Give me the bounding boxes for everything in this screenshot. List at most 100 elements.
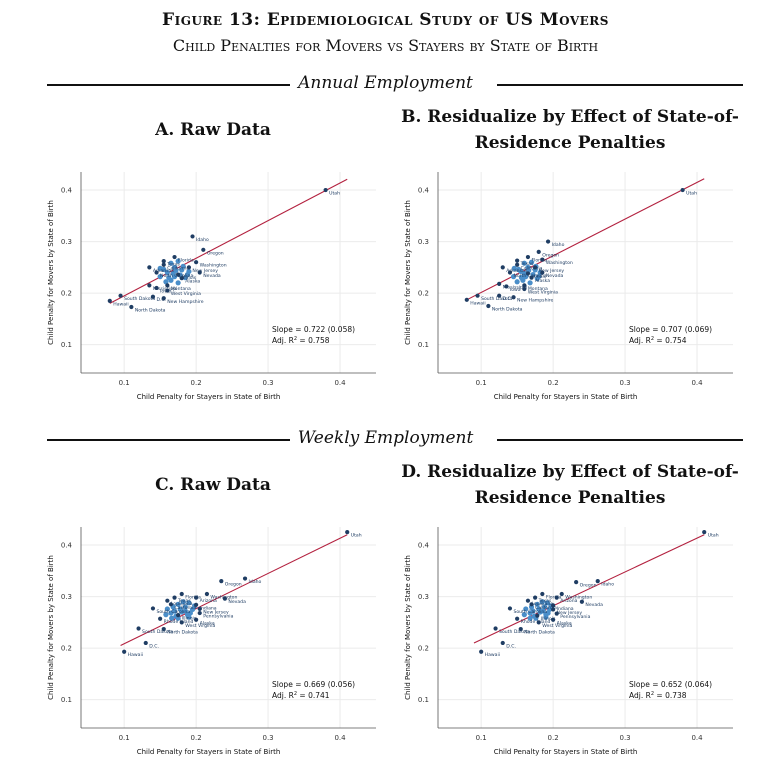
data-point bbox=[157, 265, 163, 271]
point-label: Texas bbox=[520, 261, 534, 267]
data-point-labeled bbox=[172, 595, 177, 600]
data-point bbox=[527, 615, 533, 621]
point-label: California bbox=[174, 605, 196, 611]
point-label: North Dakota bbox=[524, 630, 555, 636]
data-point-labeled bbox=[323, 187, 328, 193]
data-point-labeled bbox=[533, 265, 538, 270]
y-tick-label: 0.3 bbox=[61, 238, 72, 246]
data-point-labeled bbox=[161, 626, 166, 632]
point-label: Rhode Island bbox=[164, 619, 194, 625]
point-label: Oregon bbox=[225, 582, 242, 588]
data-point bbox=[164, 606, 170, 612]
data-point-labeled bbox=[554, 611, 559, 616]
section-rule-right bbox=[497, 84, 743, 86]
data-point-labeled bbox=[536, 249, 541, 254]
point-label: Arizona bbox=[200, 598, 217, 604]
data-point-labeled bbox=[147, 283, 152, 288]
point-label: Rhode Island bbox=[521, 619, 551, 625]
data-point bbox=[175, 280, 181, 286]
point-label: Idaho bbox=[601, 582, 614, 588]
point-label: Nevada bbox=[203, 273, 221, 279]
point-label: D.C. bbox=[156, 297, 166, 303]
point-label: New Hampshire bbox=[167, 299, 204, 305]
data-point bbox=[534, 601, 540, 607]
point-label: Hawaii bbox=[470, 300, 485, 306]
data-point-labeled bbox=[595, 579, 600, 584]
data-point bbox=[521, 260, 527, 266]
r2-annotation: Adj. R2 = 0.758 bbox=[272, 336, 330, 345]
data-point-labeled bbox=[194, 260, 199, 265]
x-axis-label: Child Penalty for Stayers in State of Bi… bbox=[137, 393, 281, 401]
data-point-labeled bbox=[176, 613, 181, 618]
data-point bbox=[175, 258, 181, 264]
data-point-labeled bbox=[479, 649, 484, 654]
data-point-labeled bbox=[242, 576, 248, 581]
section-rule-left bbox=[47, 439, 290, 441]
point-label: Texas bbox=[177, 598, 191, 604]
data-point-labeled bbox=[504, 284, 509, 289]
data-point-labeled bbox=[518, 626, 523, 632]
data-point-labeled bbox=[535, 613, 540, 618]
data-point-labeled bbox=[118, 293, 123, 298]
data-point-labeled bbox=[172, 254, 177, 260]
data-point-labeled bbox=[507, 270, 513, 275]
data-point-labeled bbox=[147, 265, 152, 270]
point-label: West Virginia bbox=[185, 623, 215, 629]
point-label: Hawaii bbox=[128, 652, 143, 658]
point-label: West Virginia bbox=[542, 623, 572, 629]
data-point bbox=[157, 274, 163, 280]
point-label: Illinois bbox=[541, 616, 556, 622]
data-point bbox=[534, 276, 540, 282]
point-label: Illinois bbox=[531, 274, 546, 280]
point-label: New Jersey bbox=[192, 268, 218, 274]
data-point-labeled bbox=[129, 304, 134, 310]
data-point bbox=[186, 600, 192, 606]
data-point-labeled bbox=[507, 606, 513, 611]
data-point bbox=[543, 614, 549, 620]
data-point-labeled bbox=[515, 616, 520, 621]
data-point bbox=[514, 279, 520, 285]
panel-c-title: C. Raw Data bbox=[155, 475, 271, 495]
slope-annotation: Slope = 0.722 (0.058) bbox=[272, 325, 355, 334]
data-point-labeled bbox=[150, 606, 156, 611]
point-label: Washington bbox=[200, 263, 227, 269]
r2-annotation: Adj. R2 = 0.754 bbox=[629, 336, 687, 345]
point-label: South Carolina bbox=[513, 609, 547, 615]
panel-b-title: B. Residualize by Effect of State-of-Res… bbox=[401, 107, 739, 153]
y-tick-label: 0.3 bbox=[418, 593, 429, 601]
point-label: North Dakota bbox=[492, 307, 523, 313]
data-point bbox=[168, 610, 174, 616]
data-point-labeled bbox=[179, 591, 184, 597]
data-point-labeled bbox=[500, 265, 505, 270]
slope-annotation: Slope = 0.669 (0.056) bbox=[272, 680, 355, 689]
point-label: Illinois bbox=[182, 275, 197, 281]
data-point bbox=[511, 265, 517, 271]
data-point-labeled bbox=[219, 579, 224, 584]
data-point-labeled bbox=[194, 602, 199, 607]
point-label: D.C. bbox=[506, 643, 516, 649]
point-label: Mississippi bbox=[153, 286, 177, 292]
data-point-labeled bbox=[176, 272, 181, 277]
point-label: Utah bbox=[351, 533, 362, 539]
point-label: Louisiana bbox=[531, 601, 553, 607]
data-point bbox=[545, 610, 551, 616]
data-point-labeled bbox=[165, 598, 170, 603]
point-label: Iowa bbox=[510, 287, 521, 293]
data-point-labeled bbox=[522, 286, 527, 292]
point-label: Florida bbox=[178, 258, 194, 264]
point-label: Idaho bbox=[552, 242, 565, 248]
fit-line bbox=[120, 534, 348, 647]
point-label: Nevada bbox=[228, 599, 246, 605]
point-label: Alaska bbox=[185, 279, 200, 285]
data-point-labeled bbox=[194, 595, 199, 600]
data-point-labeled bbox=[540, 257, 545, 262]
data-point bbox=[163, 279, 169, 285]
point-label: Nevada bbox=[546, 273, 564, 279]
y-axis-label: Child Penalty for Movers by State of Bir… bbox=[47, 555, 55, 700]
data-point-labeled bbox=[540, 270, 545, 275]
point-label: Montana bbox=[528, 286, 548, 292]
x-tick-label: 0.2 bbox=[191, 379, 202, 387]
point-label: Idaho bbox=[196, 237, 209, 243]
point-label: Utah bbox=[329, 191, 340, 197]
point-label: New Jersey bbox=[539, 268, 565, 274]
